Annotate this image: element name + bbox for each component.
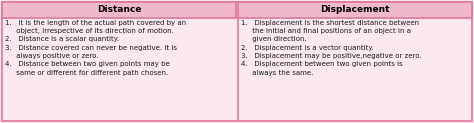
- Text: Distance: Distance: [97, 6, 141, 15]
- Bar: [238, 2, 472, 18]
- Text: Displacement: Displacement: [320, 6, 390, 15]
- Text: 1.   It is the length of the actual path covered by an
     object, irrespective: 1. It is the length of the actual path c…: [5, 20, 186, 76]
- Text: 1.   Displacement is the shortest distance between
     the initial and final po: 1. Displacement is the shortest distance…: [241, 20, 422, 76]
- Bar: [2, 2, 236, 18]
